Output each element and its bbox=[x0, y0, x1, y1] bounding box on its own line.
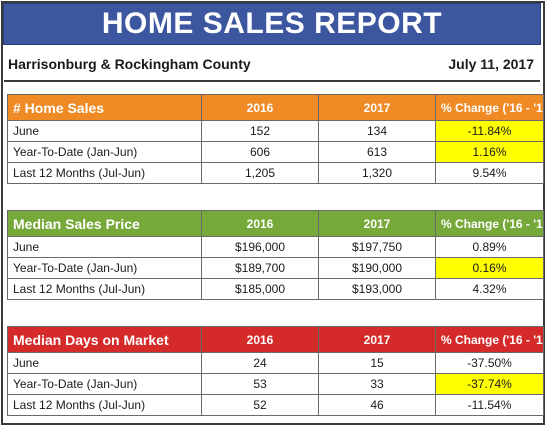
value-2017: 33 bbox=[318, 373, 436, 395]
value-2017: $190,000 bbox=[318, 257, 436, 279]
value-2017: $193,000 bbox=[318, 278, 436, 300]
report-title: HOME SALES REPORT bbox=[3, 3, 541, 45]
value-2016: 53 bbox=[201, 373, 319, 395]
value-2016: $185,000 bbox=[201, 278, 319, 300]
col-change-header: % Change ('16 - '17) bbox=[435, 326, 544, 353]
value-2016: 1,205 bbox=[201, 162, 319, 184]
table-row: June 24 15 -37.50% bbox=[7, 352, 544, 374]
change-value: 0.89% bbox=[435, 236, 544, 258]
table-row: Last 12 Months (Jul-Jun) 1,205 1,320 9.5… bbox=[7, 162, 544, 184]
row-label: June bbox=[7, 120, 202, 142]
table-header-row: Median Days on Market 2016 2017 % Change… bbox=[7, 326, 544, 353]
col-change-header: % Change ('16 - '17) bbox=[435, 210, 544, 237]
value-2016: $196,000 bbox=[201, 236, 319, 258]
table-row: Year-To-Date (Jan-Jun) 606 613 1.16% bbox=[7, 141, 544, 163]
col-2017-header: 2017 bbox=[318, 94, 436, 121]
median-sales-price-table: Median Sales Price 2016 2017 % Change ('… bbox=[7, 210, 544, 300]
change-value: -37.74% bbox=[435, 373, 544, 395]
table-header-row: # Home Sales 2016 2017 % Change ('16 - '… bbox=[7, 94, 544, 121]
value-2017: 46 bbox=[318, 394, 436, 416]
col-2017-header: 2017 bbox=[318, 210, 436, 237]
value-2016: 24 bbox=[201, 352, 319, 374]
change-value: 9.54% bbox=[435, 162, 544, 184]
report-date: July 11, 2017 bbox=[448, 56, 534, 72]
table-row: Year-To-Date (Jan-Jun) 53 33 -37.74% bbox=[7, 373, 544, 395]
row-label: June bbox=[7, 236, 202, 258]
section-title: Median Days on Market bbox=[7, 326, 202, 353]
value-2016: 52 bbox=[201, 394, 319, 416]
report-subheader: Harrisonburg & Rockingham County July 11… bbox=[8, 54, 538, 74]
section-title: # Home Sales bbox=[7, 94, 202, 121]
value-2017: 1,320 bbox=[318, 162, 436, 184]
change-value: -11.84% bbox=[435, 120, 544, 142]
value-2017: $197,750 bbox=[318, 236, 436, 258]
col-2016-header: 2016 bbox=[201, 326, 319, 353]
value-2017: 613 bbox=[318, 141, 436, 163]
value-2017: 15 bbox=[318, 352, 436, 374]
median-days-on-market-table: Median Days on Market 2016 2017 % Change… bbox=[7, 326, 544, 416]
row-label: Last 12 Months (Jul-Jun) bbox=[7, 278, 202, 300]
change-value: 4.32% bbox=[435, 278, 544, 300]
row-label: Year-To-Date (Jan-Jun) bbox=[7, 141, 202, 163]
table-header-row: Median Sales Price 2016 2017 % Change ('… bbox=[7, 210, 544, 237]
col-2016-header: 2016 bbox=[201, 210, 319, 237]
col-change-header: % Change ('16 - '17) bbox=[435, 94, 544, 121]
table-row: Last 12 Months (Jul-Jun) $185,000 $193,0… bbox=[7, 278, 544, 300]
row-label: Last 12 Months (Jul-Jun) bbox=[7, 162, 202, 184]
col-2017-header: 2017 bbox=[318, 326, 436, 353]
table-row: June $196,000 $197,750 0.89% bbox=[7, 236, 544, 258]
row-label: Year-To-Date (Jan-Jun) bbox=[7, 373, 202, 395]
row-label: Last 12 Months (Jul-Jun) bbox=[7, 394, 202, 416]
value-2016: $189,700 bbox=[201, 257, 319, 279]
row-label: June bbox=[7, 352, 202, 374]
section-title: Median Sales Price bbox=[7, 210, 202, 237]
table-row: Year-To-Date (Jan-Jun) $189,700 $190,000… bbox=[7, 257, 544, 279]
value-2017: 134 bbox=[318, 120, 436, 142]
value-2016: 152 bbox=[201, 120, 319, 142]
table-row: June 152 134 -11.84% bbox=[7, 120, 544, 142]
change-value: 0.16% bbox=[435, 257, 544, 279]
change-value: 1.16% bbox=[435, 141, 544, 163]
value-2016: 606 bbox=[201, 141, 319, 163]
location-label: Harrisonburg & Rockingham County bbox=[8, 56, 251, 72]
col-2016-header: 2016 bbox=[201, 94, 319, 121]
change-value: -11.54% bbox=[435, 394, 544, 416]
home-sales-table: # Home Sales 2016 2017 % Change ('16 - '… bbox=[7, 94, 544, 184]
table-row: Last 12 Months (Jul-Jun) 52 46 -11.54% bbox=[7, 394, 544, 416]
change-value: -37.50% bbox=[435, 352, 544, 374]
row-label: Year-To-Date (Jan-Jun) bbox=[7, 257, 202, 279]
divider bbox=[4, 80, 540, 82]
